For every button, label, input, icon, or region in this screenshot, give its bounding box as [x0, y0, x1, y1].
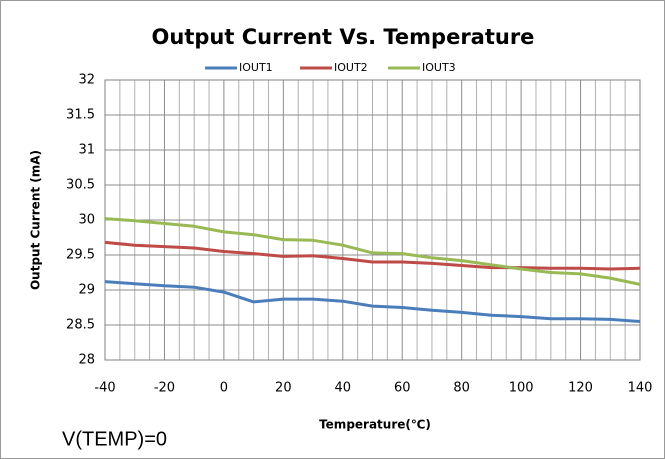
x-axis-title: Temperature(℃) — [319, 418, 431, 432]
y-tick-label: 32 — [78, 73, 95, 88]
y-tick-label: 28.5 — [66, 318, 95, 333]
series-line — [104, 240, 641, 271]
x-tick-label: -20 — [154, 381, 175, 396]
x-tick-label: 40 — [335, 381, 352, 396]
y-tick-label: 30.5 — [66, 178, 95, 193]
x-tick-label: 20 — [275, 381, 292, 396]
y-axis-title: Output Current (mA) — [29, 150, 43, 290]
legend-label: IOUT2 — [334, 61, 368, 74]
x-tick-label: 100 — [509, 381, 534, 396]
y-tick-label: 29.5 — [66, 248, 95, 263]
y-tick-label: 31 — [78, 143, 95, 158]
y-tick-label: 31.5 — [66, 108, 95, 123]
x-tick-label: 80 — [453, 381, 470, 396]
chart-title: Output Current Vs. Temperature — [152, 25, 535, 49]
annotation: V(TEMP)=0 — [62, 428, 167, 450]
x-tick-label: 140 — [628, 381, 653, 396]
y-tick-label: 29 — [78, 283, 95, 298]
series-line — [104, 280, 641, 323]
x-tick-label: 60 — [394, 381, 411, 396]
x-tick-label: -40 — [94, 381, 115, 396]
series-line — [104, 217, 641, 286]
legend-label: IOUT3 — [422, 61, 456, 74]
x-tick-label: 0 — [220, 381, 228, 396]
y-tick-label: 30 — [78, 213, 95, 228]
legend-label: IOUT1 — [239, 61, 273, 74]
x-tick-label: 120 — [568, 381, 593, 396]
y-tick-label: 28 — [78, 353, 95, 368]
